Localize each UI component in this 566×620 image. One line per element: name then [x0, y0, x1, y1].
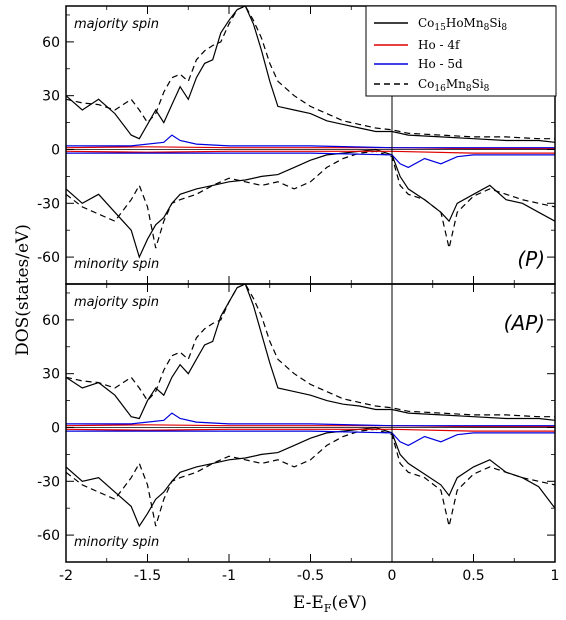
- y-tick-label: -30: [37, 196, 60, 212]
- y-tick-label: -60: [37, 250, 60, 266]
- panel-label: (P): [517, 247, 545, 271]
- y-tick-label: -60: [37, 528, 60, 544]
- legend: Co15HoMn8Si8 Ho - 4f Ho - 5d Co16Mn8Si8: [366, 6, 556, 96]
- legend-label-ho4f: Ho - 4f: [418, 38, 461, 52]
- x-axis-title: E-EF(eV): [293, 593, 367, 615]
- annotation-majority-spin: majority spin: [74, 17, 159, 32]
- x-axis-title-main: E-E: [293, 593, 324, 613]
- series-line: [66, 428, 555, 527]
- x-tick-label: 1: [551, 568, 560, 584]
- series-line: [66, 150, 555, 258]
- x-tick-label: -1: [222, 568, 236, 584]
- series-line: [66, 135, 555, 148]
- y-tick-label: 0: [51, 142, 60, 158]
- y-tick-label: 60: [42, 35, 60, 51]
- annotation-minority-spin: minority spin: [74, 535, 159, 550]
- annotation-majority-spin: majority spin: [74, 295, 159, 310]
- x-tick-label: 0.5: [462, 568, 484, 584]
- y-tick-label: 60: [42, 313, 60, 329]
- x-axis-title-unit: (eV): [331, 593, 367, 613]
- panel-ap: -60 -30 0 30 60 majority spin minority spin (AP…: [37, 284, 555, 562]
- panel-label: (AP): [504, 311, 545, 335]
- x-tick-label: 0: [388, 568, 397, 584]
- y-tick-label: 30: [42, 367, 60, 383]
- y-tick-label: 30: [42, 89, 60, 105]
- y-tick-label: 0: [51, 420, 60, 436]
- legend-label-ho5d: Ho - 5d: [418, 57, 463, 71]
- y-tick-label: -30: [37, 474, 60, 490]
- series-group: [66, 284, 555, 526]
- y-axis-title: DOS(states/eV): [13, 224, 33, 356]
- x-tick-label: -2: [59, 568, 73, 584]
- annotation-minority-spin: minority spin: [74, 257, 159, 272]
- series-line: [66, 151, 555, 248]
- x-tick-label: -0.5: [297, 568, 324, 584]
- series-line: [66, 429, 555, 526]
- x-tick-label: -1.5: [134, 568, 161, 584]
- series-line: [66, 413, 555, 426]
